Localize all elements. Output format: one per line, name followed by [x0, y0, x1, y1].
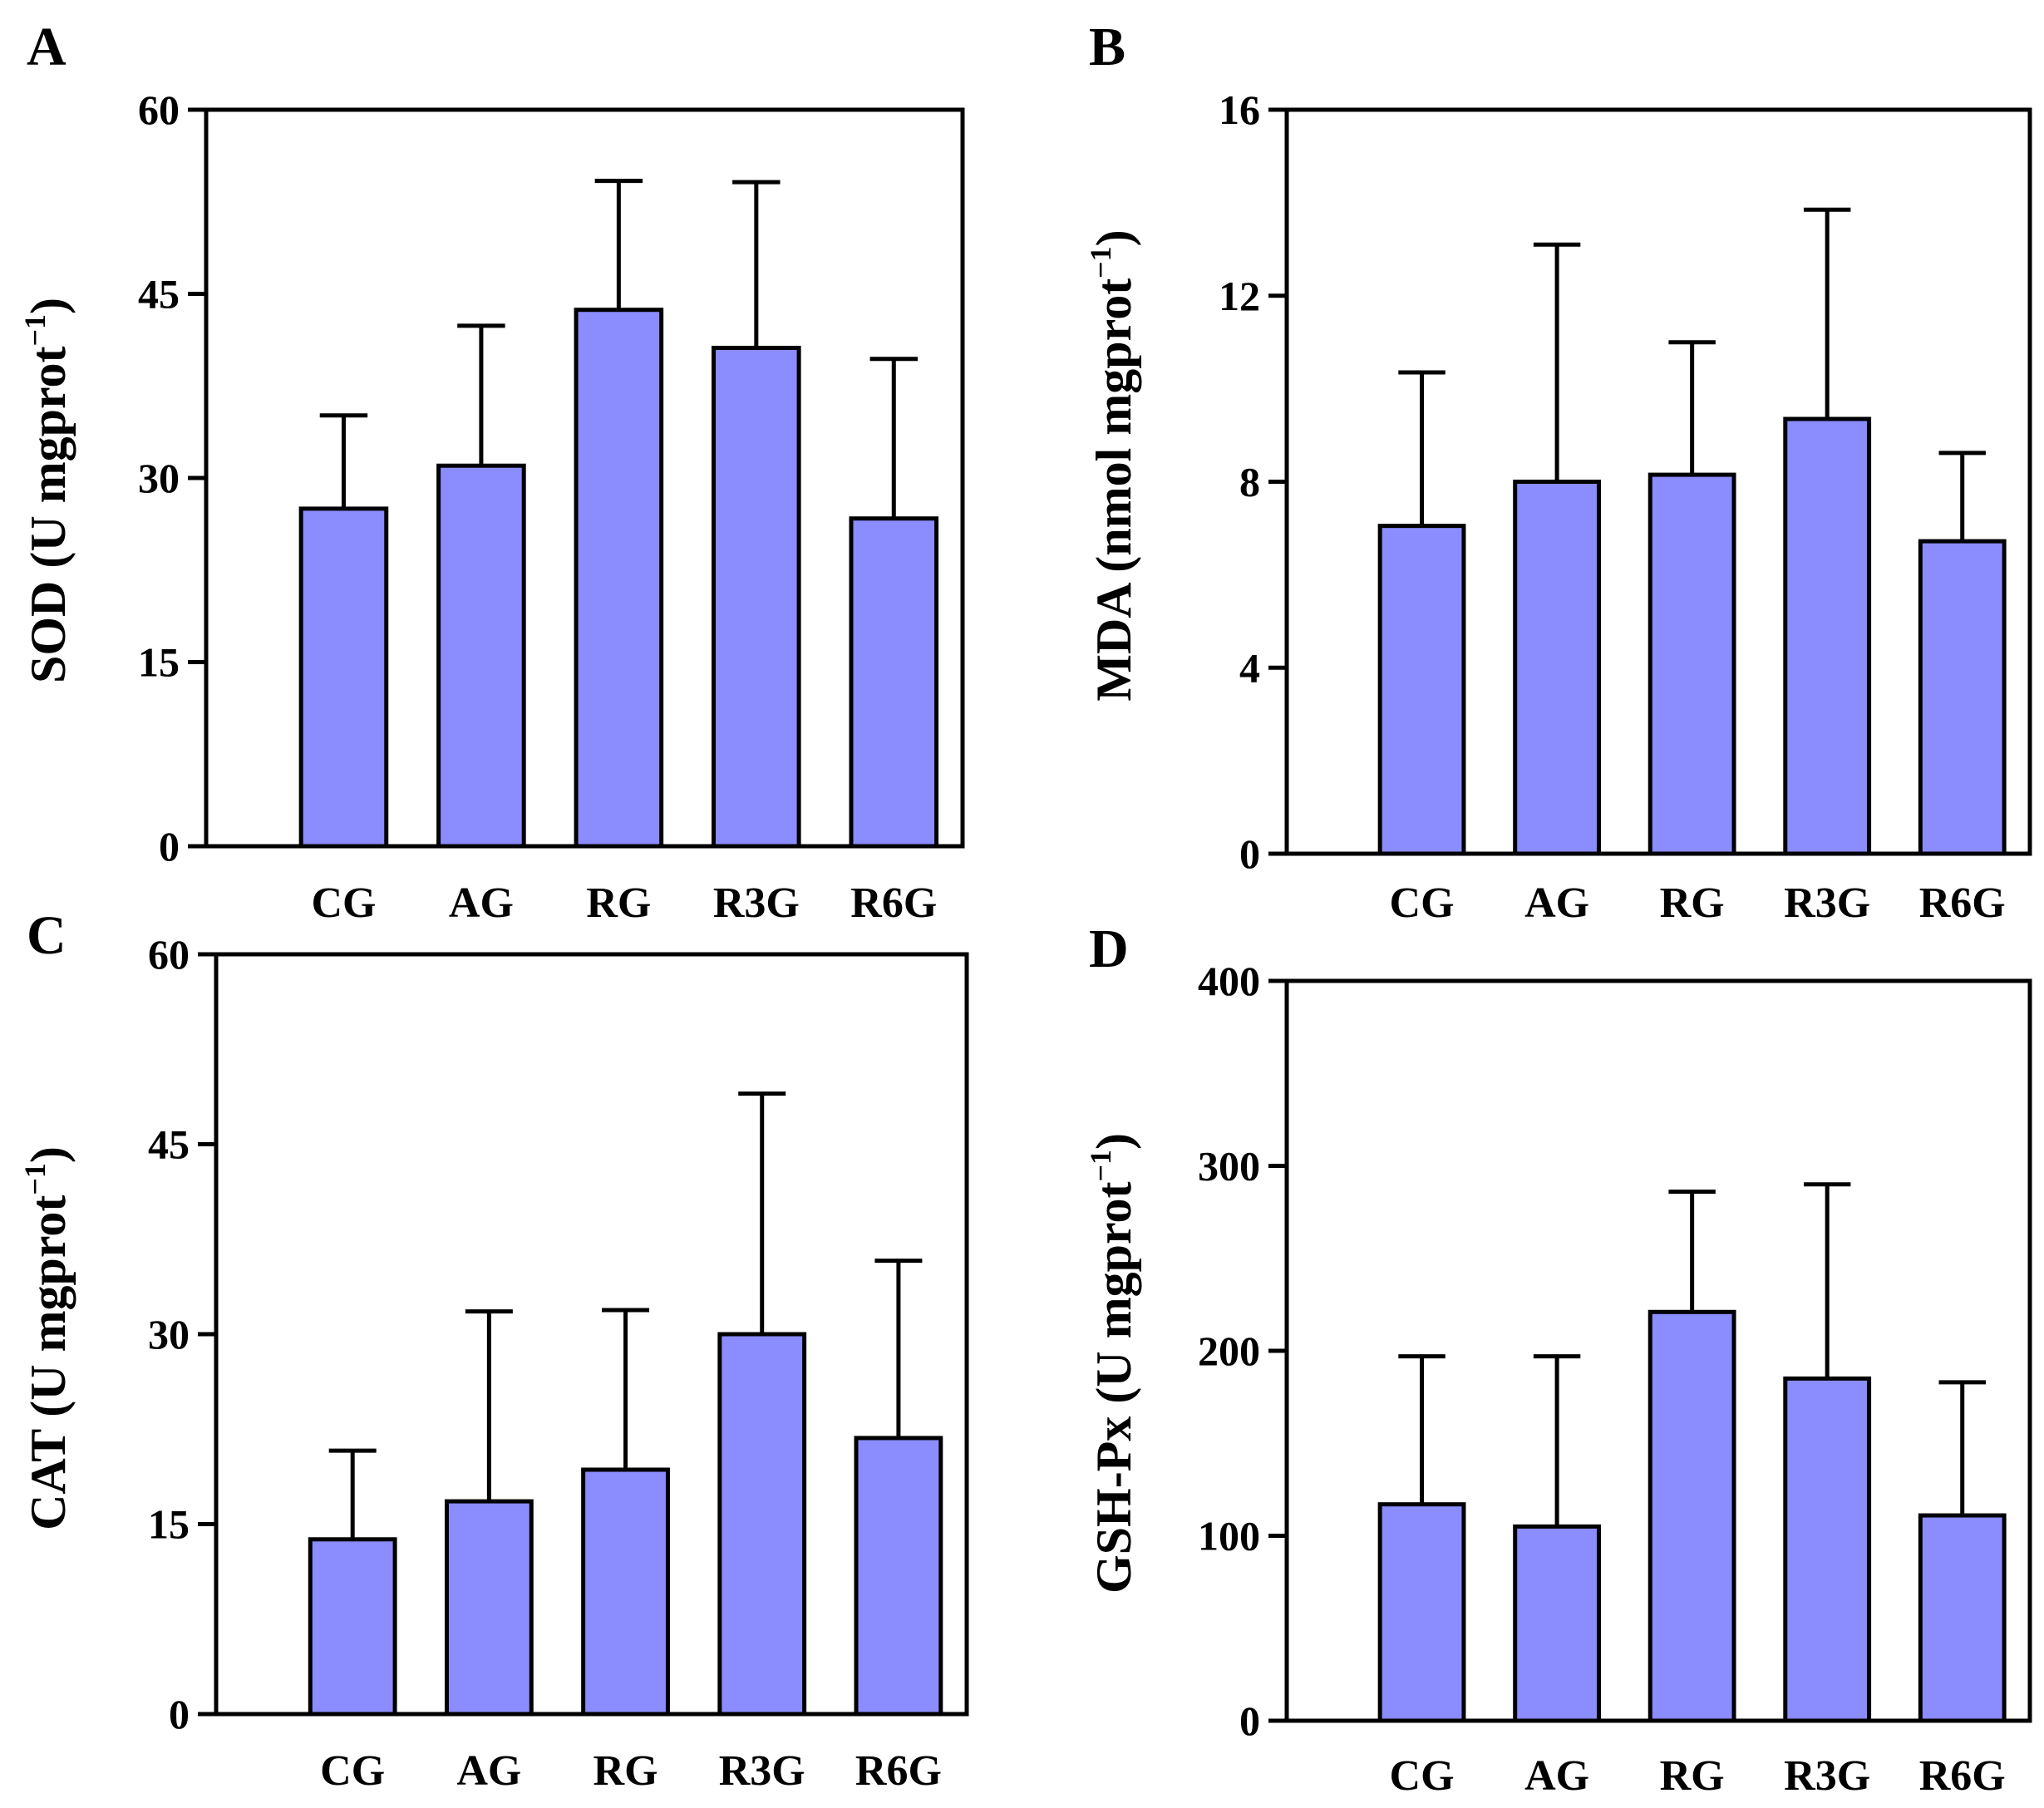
y-axis-title-main: GSH-Px (U mgprot [1086, 1181, 1141, 1594]
bar-r6g [849, 516, 939, 849]
chart-panel-b: B CG AG RG R3G R6G 0 4 8 12 16 MDA (nmol mgprot−1) [1084, 17, 2032, 927]
y-axis-title-main: CAT (U mgprot [21, 1195, 76, 1530]
bar-r3g [1783, 416, 1872, 856]
y-axis-title-close: ) [21, 1146, 76, 1163]
bar-cg [1377, 524, 1466, 856]
x-tick-label: CG [1390, 1752, 1455, 1800]
x-tick-label: CG [1390, 879, 1455, 927]
y-tick-label: 0 [159, 823, 180, 870]
y-tick-label: 45 [148, 1121, 190, 1168]
bar-r6g [1918, 539, 2007, 856]
y-axis-title-superscript: −1 [18, 1163, 52, 1195]
y-tick-label: 15 [138, 639, 180, 686]
y-tick-label: 0 [1239, 1697, 1260, 1744]
y-axis-title: CAT (U mgprot−1) [18, 1146, 76, 1530]
chart-panel-c: C CG AG RG R3G R6G 0 15 30 45 60 CAT (U mgprot−1) [18, 905, 969, 1795]
x-tick-label: RG [593, 1747, 658, 1795]
y-tick-label: 8 [1239, 459, 1260, 505]
bar-cg [1377, 1502, 1466, 1723]
bar-r6g [854, 1436, 943, 1717]
bar-rg [581, 1467, 670, 1717]
y-axis-title-superscript: −1 [18, 314, 52, 347]
bar-r3g [712, 345, 801, 849]
y-axis-title-main: MDA (nmol mgprot [1086, 278, 1141, 702]
y-axis-title-superscript: −1 [1084, 1150, 1117, 1182]
y-tick-label: 30 [148, 1311, 190, 1357]
x-tick-label: R3G [713, 879, 800, 927]
x-tick-label: R6G [850, 879, 937, 927]
x-tick-label: R3G [1784, 1752, 1870, 1800]
y-tick-label: 16 [1219, 86, 1260, 133]
panel-letter: D [1089, 919, 1129, 979]
chart-panel-a: A CG AG RG R3G R6G 0 15 30 45 60 SOD (U mgprot−1) [18, 17, 965, 927]
y-tick-label: 0 [169, 1691, 190, 1737]
y-tick-label: 15 [148, 1501, 190, 1548]
x-tick-label: CG [320, 1747, 385, 1795]
x-tick-label: R6G [1919, 879, 2006, 927]
y-axis-title-superscript: −1 [1084, 246, 1117, 278]
y-axis-title: MDA (nmol mgprot−1) [1084, 229, 1141, 701]
bar-rg [574, 308, 664, 849]
y-tick-label: 12 [1219, 273, 1260, 319]
panel-letter: A [27, 17, 66, 77]
x-tick-label: RG [1660, 1752, 1725, 1800]
panel-letter: C [27, 905, 66, 966]
chart-panel-d: D CG AG RG R3G R6G 0 100 200 300 400 GSH-Px (U mgpr… [1084, 919, 2032, 1800]
bar-ag [444, 1499, 534, 1717]
y-tick-label: 4 [1239, 644, 1260, 691]
x-tick-label: AG [456, 1747, 521, 1795]
y-axis-title: SOD (U mgprot−1) [18, 298, 76, 683]
y-axis-title: GSH-Px (U mgprot−1) [1084, 1133, 1141, 1594]
y-axis-title-close: ) [1086, 1133, 1141, 1150]
x-tick-label: AG [1524, 1752, 1589, 1800]
bar-ag [1513, 1524, 1601, 1723]
x-tick-label: AG [449, 879, 514, 927]
x-tick-label: R6G [1919, 1752, 2006, 1800]
y-tick-label: 45 [138, 271, 180, 318]
y-tick-label: 60 [138, 86, 180, 133]
panel-letter: B [1089, 17, 1125, 77]
bar-rg [1648, 1309, 1736, 1723]
x-tick-label: R3G [719, 1747, 805, 1795]
bar-cg [298, 506, 389, 849]
bar-r3g [1783, 1376, 1872, 1723]
y-tick-label: 100 [1198, 1513, 1260, 1559]
y-tick-label: 300 [1198, 1143, 1260, 1190]
y-axis-title-close: ) [1086, 229, 1141, 246]
bar-rg [1648, 472, 1736, 856]
bar-r3g [717, 1332, 807, 1717]
x-tick-label: R3G [1784, 879, 1870, 927]
x-tick-label: RG [586, 879, 651, 927]
x-tick-label: RG [1660, 879, 1725, 927]
y-axis-title-main: SOD (U mgprot [21, 346, 76, 683]
y-tick-label: 60 [148, 931, 190, 978]
bar-cg [308, 1537, 397, 1717]
y-tick-label: 0 [1239, 830, 1260, 877]
bar-ag [1513, 480, 1601, 856]
y-tick-label: 30 [138, 455, 180, 501]
x-tick-label: CG [311, 879, 376, 927]
x-tick-label: R6G [855, 1747, 942, 1795]
bar-r6g [1918, 1513, 2007, 1723]
y-axis-title-close: ) [21, 298, 76, 314]
y-tick-label: 200 [1198, 1328, 1260, 1374]
bar-ag [436, 463, 526, 849]
x-tick-label: AG [1524, 879, 1589, 927]
y-tick-label: 400 [1198, 958, 1260, 1004]
